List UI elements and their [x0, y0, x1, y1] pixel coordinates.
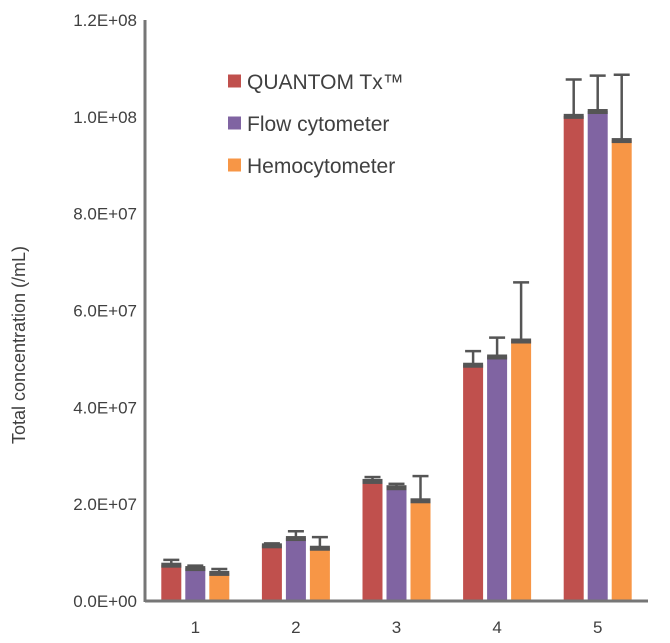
- bar: [185, 568, 206, 601]
- bar: [487, 356, 508, 601]
- y-tick-label: 6.0E+07: [73, 302, 137, 321]
- bar: [309, 547, 330, 601]
- bar: [511, 340, 532, 601]
- bar-cap: [362, 478, 383, 484]
- bar-cap: [285, 536, 306, 542]
- bar-cap: [185, 566, 206, 572]
- legend-label: Hemocytometer: [247, 155, 395, 178]
- bar: [463, 364, 484, 601]
- legend-swatch: [228, 116, 241, 130]
- bar-cap: [309, 545, 330, 551]
- bar: [587, 111, 608, 602]
- y-tick-label: 4.0E+07: [73, 398, 137, 417]
- x-tick-label: 1: [191, 618, 200, 637]
- bar-cap: [463, 362, 484, 368]
- bar: [362, 480, 383, 601]
- x-tick-label: 2: [291, 618, 300, 637]
- bar: [209, 572, 230, 601]
- bar-cap: [487, 354, 508, 360]
- legend-swatch: [228, 158, 241, 172]
- legend-label: Flow cytometer: [247, 113, 389, 136]
- bar: [611, 140, 632, 601]
- x-tick-label: 3: [392, 618, 401, 637]
- bar-cap: [511, 338, 532, 344]
- bar: [161, 564, 182, 601]
- bar-cap: [611, 138, 632, 144]
- bar: [285, 538, 306, 601]
- bar-cap: [261, 543, 282, 549]
- bar-cap: [386, 485, 407, 491]
- legend-swatch: [228, 74, 241, 88]
- bar: [261, 545, 282, 601]
- bar-cap: [209, 570, 230, 576]
- bar-cap: [587, 109, 608, 115]
- bar: [563, 115, 584, 602]
- y-tick-label: 1.2E+08: [73, 11, 137, 30]
- legend-label: QUANTOM Tx™: [247, 71, 404, 94]
- bar: [410, 500, 431, 601]
- y-axis-title: Total concentration (/mL): [9, 246, 29, 444]
- bar-cap: [161, 562, 182, 568]
- x-tick-label: 5: [593, 618, 602, 637]
- bar: [386, 487, 407, 601]
- x-tick-label: 4: [492, 618, 501, 637]
- bar-cap: [410, 498, 431, 504]
- y-tick-label: 2.0E+07: [73, 495, 137, 514]
- y-tick-label: 1.0E+08: [73, 108, 137, 127]
- y-tick-label: 0.0E+00: [73, 592, 137, 611]
- bar-cap: [563, 113, 584, 119]
- y-tick-label: 8.0E+07: [73, 205, 137, 224]
